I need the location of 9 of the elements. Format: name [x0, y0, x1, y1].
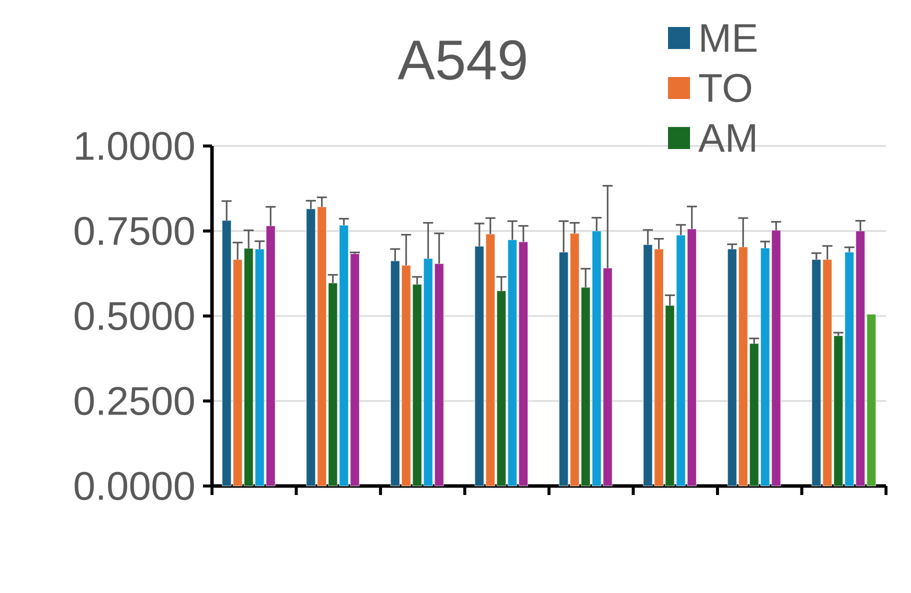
y-tick-label: 0.0000: [74, 472, 194, 500]
legend-label: ME: [701, 24, 756, 52]
legend-label: AM: [698, 124, 755, 152]
chart-title: A549: [398, 40, 526, 80]
y-tick-label: 0.2500: [74, 386, 194, 416]
y-tick-label: 1.0000: [76, 132, 194, 160]
legend-label: TO: [699, 74, 752, 102]
y-tick-label: 0.5000: [74, 302, 194, 330]
y-tick-label: 0.7500: [74, 216, 194, 246]
